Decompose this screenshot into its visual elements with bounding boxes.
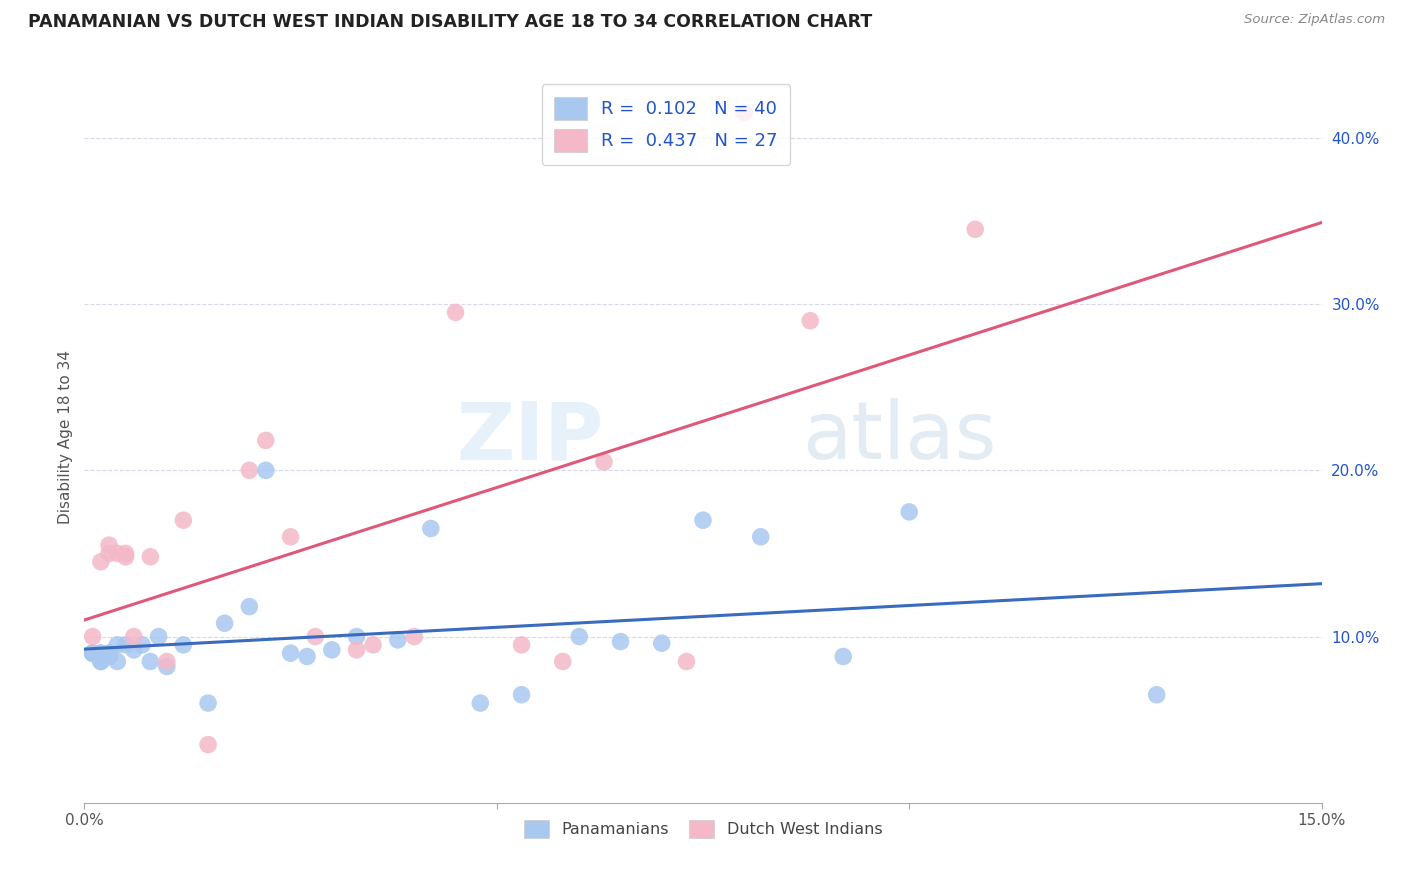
Point <box>510 688 533 702</box>
Point <box>172 513 194 527</box>
Point <box>197 738 219 752</box>
Point <box>114 638 136 652</box>
Text: PANAMANIAN VS DUTCH WEST INDIAN DISABILITY AGE 18 TO 34 CORRELATION CHART: PANAMANIAN VS DUTCH WEST INDIAN DISABILI… <box>28 13 872 31</box>
Point <box>98 646 121 660</box>
Point <box>90 655 112 669</box>
Point <box>346 643 368 657</box>
Point <box>105 638 128 652</box>
Point <box>510 638 533 652</box>
Point <box>799 314 821 328</box>
Point <box>568 630 591 644</box>
Point <box>82 646 104 660</box>
Point <box>898 505 921 519</box>
Point <box>90 646 112 660</box>
Y-axis label: Disability Age 18 to 34: Disability Age 18 to 34 <box>58 350 73 524</box>
Point <box>90 655 112 669</box>
Point <box>114 546 136 560</box>
Point <box>832 649 855 664</box>
Point <box>387 632 409 647</box>
Text: atlas: atlas <box>801 398 997 476</box>
Point <box>98 649 121 664</box>
Text: Source: ZipAtlas.com: Source: ZipAtlas.com <box>1244 13 1385 27</box>
Point <box>295 649 318 664</box>
Point <box>98 649 121 664</box>
Point <box>551 655 574 669</box>
Point <box>238 599 260 614</box>
Point <box>346 630 368 644</box>
Point <box>98 546 121 560</box>
Point <box>444 305 467 319</box>
Point <box>593 455 616 469</box>
Point <box>156 655 179 669</box>
Point <box>321 643 343 657</box>
Point <box>139 549 162 564</box>
Point <box>90 646 112 660</box>
Point <box>965 222 987 236</box>
Point <box>90 555 112 569</box>
Point <box>419 521 441 535</box>
Point <box>609 634 631 648</box>
Point <box>651 636 673 650</box>
Point <box>105 546 128 560</box>
Point <box>749 530 772 544</box>
Point <box>122 643 145 657</box>
Point <box>122 630 145 644</box>
Point <box>404 630 426 644</box>
Point <box>692 513 714 527</box>
Point <box>82 646 104 660</box>
Point <box>280 646 302 660</box>
Point <box>139 655 162 669</box>
Point <box>733 106 755 120</box>
Point <box>214 616 236 631</box>
Point <box>114 549 136 564</box>
Point <box>254 434 277 448</box>
Point <box>148 630 170 644</box>
Point <box>172 638 194 652</box>
Legend: Panamanians, Dutch West Indians: Panamanians, Dutch West Indians <box>516 812 890 846</box>
Point <box>131 638 153 652</box>
Point <box>197 696 219 710</box>
Point <box>361 638 384 652</box>
Point <box>675 655 697 669</box>
Point <box>238 463 260 477</box>
Point <box>280 530 302 544</box>
Point <box>1146 688 1168 702</box>
Point <box>304 630 326 644</box>
Text: ZIP: ZIP <box>457 398 605 476</box>
Point <box>98 646 121 660</box>
Point <box>82 646 104 660</box>
Point <box>470 696 492 710</box>
Point <box>156 659 179 673</box>
Point <box>105 655 128 669</box>
Point <box>82 630 104 644</box>
Point <box>254 463 277 477</box>
Point <box>98 538 121 552</box>
